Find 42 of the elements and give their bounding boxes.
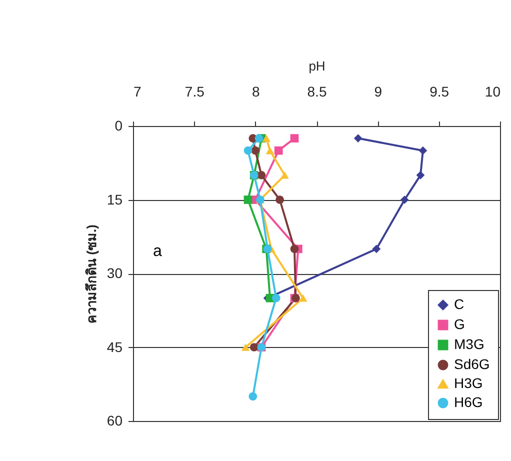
x-tick-label: 9 bbox=[374, 84, 382, 100]
x-axis-title: pH bbox=[308, 58, 326, 74]
legend-label: C bbox=[454, 296, 464, 312]
point bbox=[400, 196, 409, 204]
y-tick-label: 15 bbox=[106, 191, 123, 208]
y-tick-label: 30 bbox=[106, 265, 123, 281]
point bbox=[254, 134, 264, 142]
point bbox=[244, 196, 252, 204]
point bbox=[372, 244, 381, 254]
legend-label: H3G bbox=[454, 375, 483, 391]
x-tick-label: 8.5 bbox=[307, 84, 327, 100]
point bbox=[416, 170, 425, 180]
legend-label: Sd6G bbox=[454, 356, 490, 372]
point bbox=[257, 170, 266, 180]
point bbox=[250, 343, 258, 352]
y-tick-label: 45 bbox=[106, 338, 123, 355]
point bbox=[290, 244, 299, 254]
point bbox=[418, 146, 428, 155]
point bbox=[266, 146, 274, 154]
x-tick-label: 10 bbox=[484, 84, 501, 100]
x-tick-label: 9.5 bbox=[430, 84, 450, 100]
x-tick-label: 7.5 bbox=[184, 84, 205, 100]
point bbox=[262, 134, 271, 142]
legend-label: M3G bbox=[454, 336, 484, 352]
y-tick-label: 0 bbox=[114, 118, 123, 134]
point bbox=[354, 134, 362, 142]
x-tick-label: 7 bbox=[134, 84, 142, 100]
legend-label: G bbox=[454, 316, 465, 332]
point bbox=[244, 146, 252, 155]
point bbox=[276, 196, 284, 204]
point bbox=[280, 172, 289, 179]
point bbox=[241, 344, 250, 351]
x-tick-label: 8 bbox=[252, 84, 260, 100]
y-axis-title: ความลึกดิน (ซม.) bbox=[84, 224, 99, 324]
point bbox=[274, 146, 283, 155]
annotation: a bbox=[153, 243, 162, 260]
point bbox=[290, 134, 299, 142]
point bbox=[251, 146, 260, 155]
y-tick-label: 60 bbox=[106, 412, 123, 428]
point bbox=[272, 294, 280, 302]
legend-label: H6G bbox=[454, 394, 483, 410]
point bbox=[248, 392, 258, 401]
